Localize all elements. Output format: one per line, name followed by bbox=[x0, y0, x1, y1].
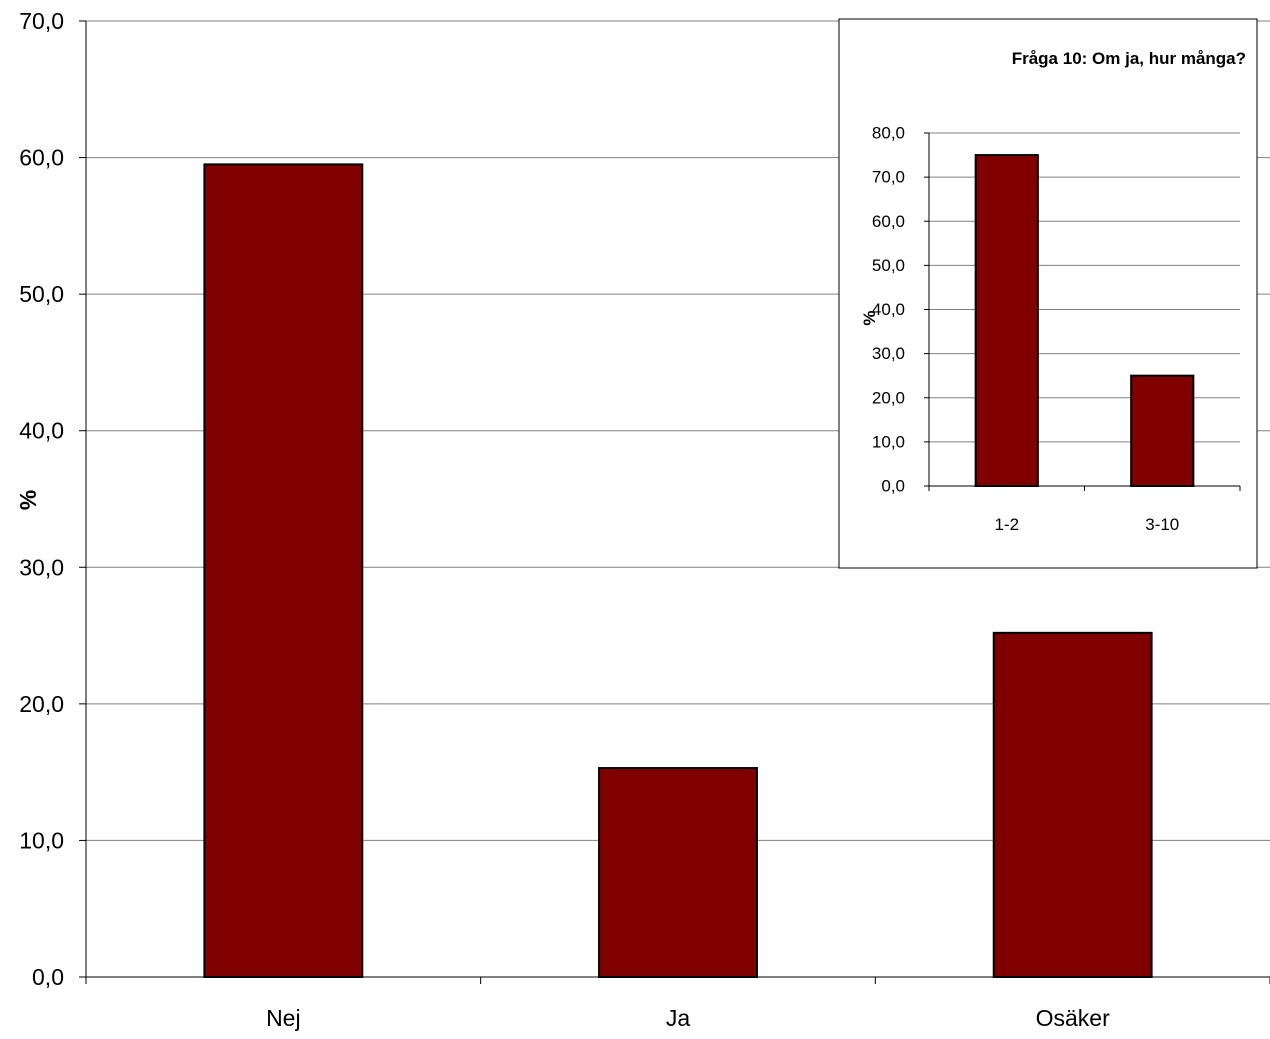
inset-y-tick-label: 0,0 bbox=[881, 477, 905, 496]
main-y-tick-label: 50,0 bbox=[19, 281, 64, 307]
inset-bars bbox=[974, 154, 1195, 487]
inset-y-tick-label: 80,0 bbox=[872, 124, 905, 143]
main-y-tick-label: 70,0 bbox=[19, 8, 64, 34]
inset-y-tick-label: 20,0 bbox=[872, 388, 905, 407]
main-bar-osäker bbox=[992, 631, 1153, 979]
inset-x-tick-label: 3-10 bbox=[1145, 515, 1179, 534]
inset-y-tick-label: 10,0 bbox=[872, 432, 905, 451]
main-y-tick-label: 60,0 bbox=[19, 145, 64, 171]
inset-y-tick-labels: 0,0 10,0 20,0 30,0 40,0 50,0 60,0 70,0 80,0 bbox=[872, 124, 905, 496]
main-bar-nej bbox=[203, 163, 364, 978]
main-bar-ja bbox=[598, 767, 758, 978]
inset-y-axis-label: % bbox=[860, 310, 879, 325]
inset-y-tick-label: 30,0 bbox=[872, 344, 905, 363]
main-y-tick-label: 30,0 bbox=[19, 554, 64, 580]
main-x-tick-labels: Nej Ja Osäker bbox=[266, 1005, 1110, 1031]
inset-bar-3-10 bbox=[1130, 374, 1195, 487]
main-y-tick-label: 20,0 bbox=[19, 691, 64, 717]
inset-y-tick-label: 50,0 bbox=[872, 256, 905, 275]
inset-bar-1-2 bbox=[974, 154, 1039, 487]
main-y-tick-label: 0,0 bbox=[32, 964, 64, 990]
inset-chart: Fråga 10: Om ja, hur många? % 0,0 10,0 20,… bbox=[838, 18, 1258, 569]
main-y-axis-label: % bbox=[15, 490, 41, 510]
main-y-tick-labels: 0,0 10,0 20,0 30,0 40,0 50,0 60,0 70,0 bbox=[19, 8, 64, 990]
inset-y-tick-label: 70,0 bbox=[872, 168, 905, 187]
inset-x-tick-labels: 1-2 3-10 bbox=[994, 515, 1179, 534]
main-axes bbox=[79, 20, 1270, 984]
main-x-tick-label: Nej bbox=[266, 1005, 301, 1031]
main-y-tick-label: 10,0 bbox=[19, 827, 64, 853]
inset-x-tick-label: 1-2 bbox=[994, 515, 1019, 534]
main-y-tick-label: 40,0 bbox=[19, 418, 64, 444]
main-x-tick-label: Ja bbox=[666, 1005, 691, 1031]
inset-axes bbox=[924, 132, 1241, 491]
inset-y-tick-label: 40,0 bbox=[872, 300, 905, 319]
main-x-tick-label: Osäker bbox=[1036, 1005, 1110, 1031]
inset-y-tick-label: 60,0 bbox=[872, 212, 905, 231]
inset-title: Fråga 10: Om ja, hur många? bbox=[1012, 49, 1246, 68]
